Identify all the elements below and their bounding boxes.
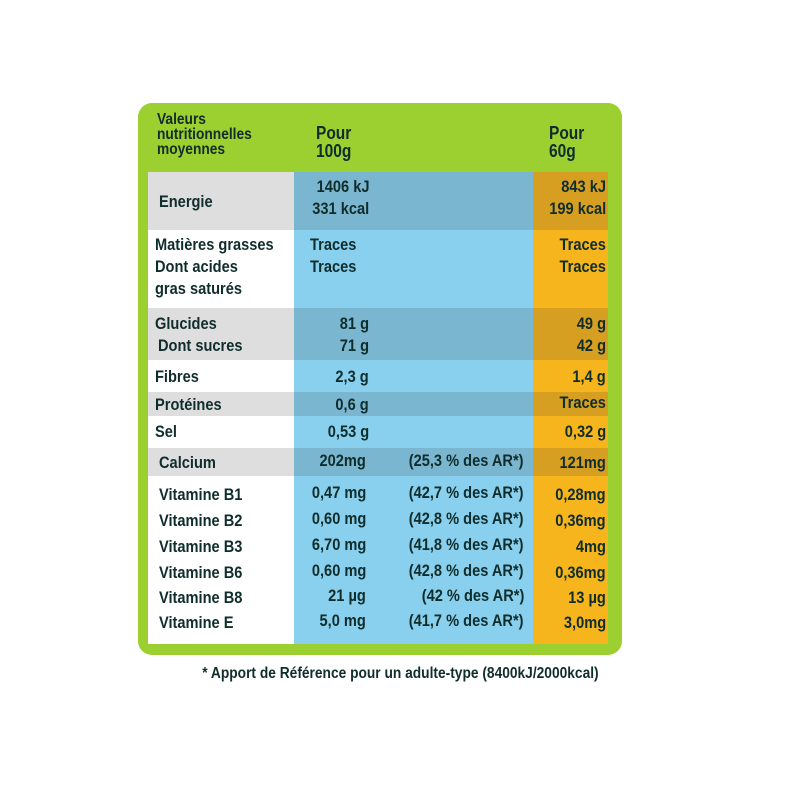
row-label-glucides: Glucides [155,314,217,333]
value-100g-vitamine-e: 5,0 mg [319,611,366,630]
row-band-calcium [148,448,608,476]
row-label-vitamine-b1: Vitamine B1 [159,485,243,504]
value-100g-energie-kcal: 331 kcal [312,199,369,218]
value-100g-fibres: 2,3 g [335,367,369,386]
column-60g-background [533,172,608,644]
header-col-60g: Pour 60g [549,124,584,160]
row-label-vitamine-e: Vitamine E [159,613,234,632]
value-60g-vitamine-b8: 13 µg [568,588,606,607]
row-label-dont-sucres: Dont sucres [158,336,243,355]
percent-ar-vitamine-b1: (42,7 % des AR*) [409,483,524,502]
value-60g-matieres-grasses: Traces [559,235,606,254]
row-label-sel: Sel [155,422,177,441]
value-60g-fibres: 1,4 g [572,367,606,386]
value-100g-vitamine-b2: 0,60 mg [311,509,366,528]
value-60g-energie-kj: 843 kJ [561,177,606,196]
row-label-fibres: Fibres [155,367,199,386]
header-col-60g-line: Pour [549,123,585,143]
header-label-line: nutritionnelles [157,126,252,143]
value-100g-matieres-grasses: Traces [310,235,357,254]
row-band-energie [148,172,608,230]
value-60g-sucres: 42 g [576,336,606,355]
value-100g-sucres: 71 g [339,336,369,355]
row-label-energie: Energie [159,192,213,211]
value-60g-vitamine-e: 3,0mg [563,613,606,632]
header-label-line: moyennes [157,141,226,158]
value-60g-proteines: Traces [559,393,606,412]
value-100g-energie-kj: 1406 kJ [316,177,369,196]
percent-ar-vitamine-e: (41,7 % des AR*) [409,611,524,630]
header-col-100g: Pour 100g [316,124,351,160]
value-100g-vitamine-b6: 0,60 mg [311,561,366,580]
percent-ar-vitamine-b3: (41,8 % des AR*) [409,535,524,554]
row-label-calcium: Calcium [159,453,216,472]
row-label-vitamine-b3: Vitamine B3 [159,537,243,556]
percent-ar-vitamine-b6: (42,8 % des AR*) [409,561,524,580]
column-100g-background [294,172,533,644]
header-col-100g-line: 100g [316,141,352,161]
row-label-dont-acides: Dont acides [155,257,238,276]
percent-ar-vitamine-b2: (42,8 % des AR*) [409,509,524,528]
row-label-vitamine-b6: Vitamine B6 [159,563,243,582]
value-60g-calcium: 121mg [559,453,606,472]
value-60g-gras-satures: Traces [559,257,606,276]
row-label-vitamine-b8: Vitamine B8 [159,588,243,607]
value-100g-proteines: 0,6 g [335,395,369,414]
percent-ar-calcium: (25,3 % des AR*) [409,451,524,470]
row-label-vitamine-b2: Vitamine B2 [159,511,243,530]
value-60g-vitamine-b1: 0,28mg [555,485,606,504]
footnote: * Apport de Référence pour un adulte-typ… [0,664,800,684]
value-60g-vitamine-b3: 4mg [575,537,606,556]
value-100g-calcium: 202mg [319,451,366,470]
header-label: Valeurs nutritionnelles moyennes [157,111,252,158]
value-100g-vitamine-b8: 21 µg [328,586,366,605]
value-60g-energie-kcal: 199 kcal [549,199,606,218]
value-60g-sel: 0,32 g [564,422,606,441]
header-col-100g-line: Pour [316,123,352,143]
value-100g-glucides: 81 g [339,314,369,333]
value-100g-vitamine-b1: 0,47 mg [311,483,366,502]
row-label-proteines: Protéines [155,395,222,414]
footnote-text: * Apport de Référence pour un adulte-typ… [201,665,599,682]
value-100g-vitamine-b3: 6,70 mg [311,535,366,554]
value-60g-glucides: 49 g [576,314,606,333]
value-60g-vitamine-b6: 0,36mg [555,563,606,582]
row-label-gras-satures: gras saturés [155,279,242,298]
value-100g-sel: 0,53 g [327,422,369,441]
row-label-matieres-grasses: Matières grasses [155,235,274,254]
nutrition-table: Energie 1406 kJ 331 kcal 843 kJ 199 kcal… [148,172,608,644]
value-60g-vitamine-b2: 0,36mg [555,511,606,530]
header-col-60g-line: 60g [549,141,576,161]
header-label-line: Valeurs [157,111,206,128]
row-band-proteines [148,392,608,416]
value-100g-gras-satures: Traces [310,257,357,276]
percent-ar-vitamine-b8: (42 % des AR*) [421,586,524,605]
row-band-glucides [148,308,608,360]
